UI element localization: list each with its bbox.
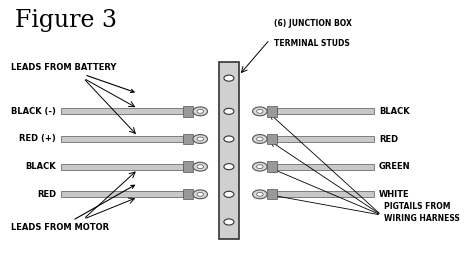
Bar: [183, 189, 193, 200]
Text: BLACK: BLACK: [379, 107, 410, 116]
Text: BLACK (-): BLACK (-): [11, 107, 56, 116]
Bar: [219, 61, 239, 239]
Text: LEADS FROM BATTERY: LEADS FROM BATTERY: [10, 63, 134, 93]
Text: LEADS FROM MOTOR: LEADS FROM MOTOR: [10, 185, 135, 232]
Circle shape: [224, 191, 234, 197]
Circle shape: [224, 108, 234, 114]
Circle shape: [224, 164, 234, 170]
Circle shape: [256, 192, 263, 196]
Bar: [183, 134, 193, 144]
Circle shape: [193, 135, 208, 143]
Circle shape: [197, 137, 203, 141]
Bar: [267, 189, 277, 200]
Circle shape: [224, 136, 234, 142]
Circle shape: [193, 162, 208, 171]
Bar: [267, 162, 277, 172]
Text: GREEN: GREEN: [379, 162, 410, 171]
Text: RED: RED: [379, 135, 398, 143]
Circle shape: [253, 162, 267, 171]
Circle shape: [253, 135, 267, 143]
Text: WHITE: WHITE: [379, 190, 410, 199]
Bar: [267, 134, 277, 144]
Circle shape: [256, 137, 263, 141]
Text: Figure 3: Figure 3: [15, 9, 117, 32]
Bar: [183, 106, 193, 116]
Text: PIGTAILS FROM: PIGTAILS FROM: [383, 202, 450, 211]
Bar: [277, 136, 374, 142]
Bar: [61, 191, 183, 197]
Bar: [61, 108, 183, 114]
Bar: [61, 164, 183, 170]
Circle shape: [193, 190, 208, 199]
Text: RED: RED: [37, 190, 56, 199]
Bar: [267, 106, 277, 116]
Text: TERMINAL STUDS: TERMINAL STUDS: [274, 39, 350, 48]
Bar: [277, 108, 374, 114]
Circle shape: [256, 110, 263, 113]
Circle shape: [224, 219, 234, 225]
Circle shape: [197, 165, 203, 168]
Circle shape: [193, 107, 208, 116]
Text: WIRING HARNESS: WIRING HARNESS: [383, 214, 459, 223]
Bar: [183, 162, 193, 172]
Text: (6) JUNCTION BOX: (6) JUNCTION BOX: [274, 19, 352, 28]
Bar: [61, 136, 183, 142]
Text: RED (+): RED (+): [19, 135, 56, 143]
Circle shape: [256, 165, 263, 168]
Circle shape: [253, 107, 267, 116]
Text: BLACK: BLACK: [26, 162, 56, 171]
Circle shape: [197, 110, 203, 113]
Circle shape: [197, 192, 203, 196]
Circle shape: [224, 75, 234, 81]
Bar: [277, 164, 374, 170]
Bar: [277, 191, 374, 197]
Circle shape: [253, 190, 267, 199]
